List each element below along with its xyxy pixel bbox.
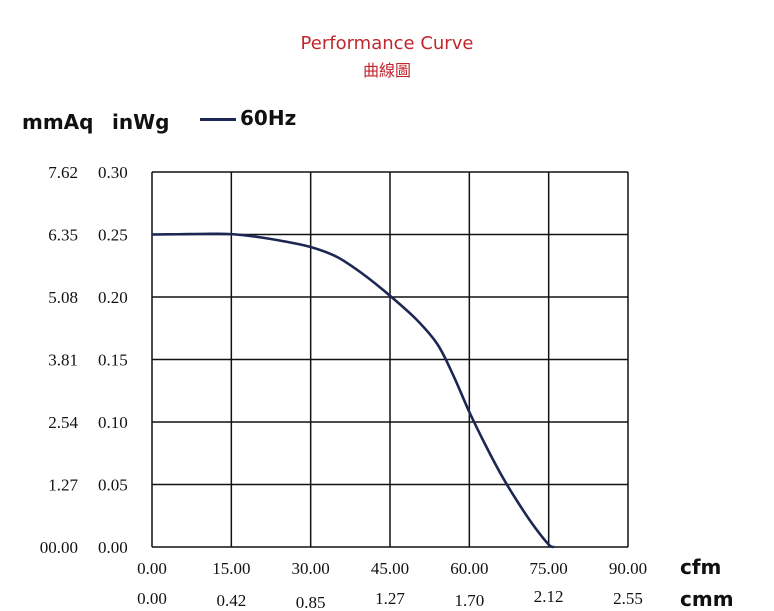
y-tick-label-inwg: 0.00: [98, 538, 128, 557]
y-tick-label-inwg: 0.10: [98, 413, 128, 432]
x-tick-label-cfm: 0.00: [137, 559, 167, 578]
y-tick-label-inwg: 0.20: [98, 288, 128, 307]
chart-title: Performance Curve: [300, 33, 474, 54]
y-tick-label-mmaq: 1.27: [48, 476, 78, 495]
y-tick-label-mmaq: 6.35: [48, 226, 78, 245]
y-tick-label-inwg: 0.05: [98, 476, 128, 495]
series-line-60hz: [151, 232, 555, 549]
y-tick-label-inwg: 0.15: [98, 351, 128, 370]
x-tick-label-cmm: 1.70: [454, 591, 484, 610]
legend-label-60hz: 60Hz: [240, 106, 297, 130]
x-tick-label-cmm: 0.00: [137, 589, 167, 608]
x-tick-label-cfm: 45.00: [371, 559, 409, 578]
x-tick-label-cfm: 75.00: [530, 559, 568, 578]
x-tick-label-cfm: 30.00: [292, 559, 330, 578]
x-tick-label-cfm: 60.00: [450, 559, 488, 578]
x-tick-label-cmm: 2.12: [534, 587, 564, 606]
x-tick-label-cfm: 15.00: [212, 559, 250, 578]
y-unit-mmaq: mmAq: [22, 110, 94, 134]
legend-line-60hz: [200, 118, 236, 121]
y-tick-label-inwg: 0.30: [98, 163, 128, 182]
x-tick-label-cmm: 0.42: [216, 591, 246, 610]
x-unit-cmm: cmm: [680, 587, 734, 611]
x-tick-label-cmm: 1.27: [375, 589, 405, 608]
y-tick-label-mmaq: 00.00: [40, 538, 78, 557]
x-tick-label-cmm: 0.85: [296, 593, 326, 611]
y-tick-label-mmaq: 2.54: [48, 413, 78, 432]
x-unit-cfm: cfm: [680, 555, 721, 579]
y-tick-label-mmaq: 7.62: [48, 163, 78, 182]
y-tick-label-mmaq: 5.08: [48, 288, 78, 307]
y-unit-inwg: inWg: [112, 110, 170, 134]
chart-subtitle: 曲線圖: [362, 61, 411, 80]
tick-labels: 0.00 0.05 0.10 0.15 0.20 0.25 0.30 00.00 1.27 2.5…: [40, 163, 647, 611]
x-tick-label-cmm: 2.55: [613, 589, 643, 608]
x-tick-label-cfm: 90.00: [609, 559, 647, 578]
grid-lines: [151, 171, 629, 548]
y-tick-label-inwg: 0.25: [98, 226, 128, 245]
y-tick-label-mmaq: 3.81: [48, 351, 78, 370]
